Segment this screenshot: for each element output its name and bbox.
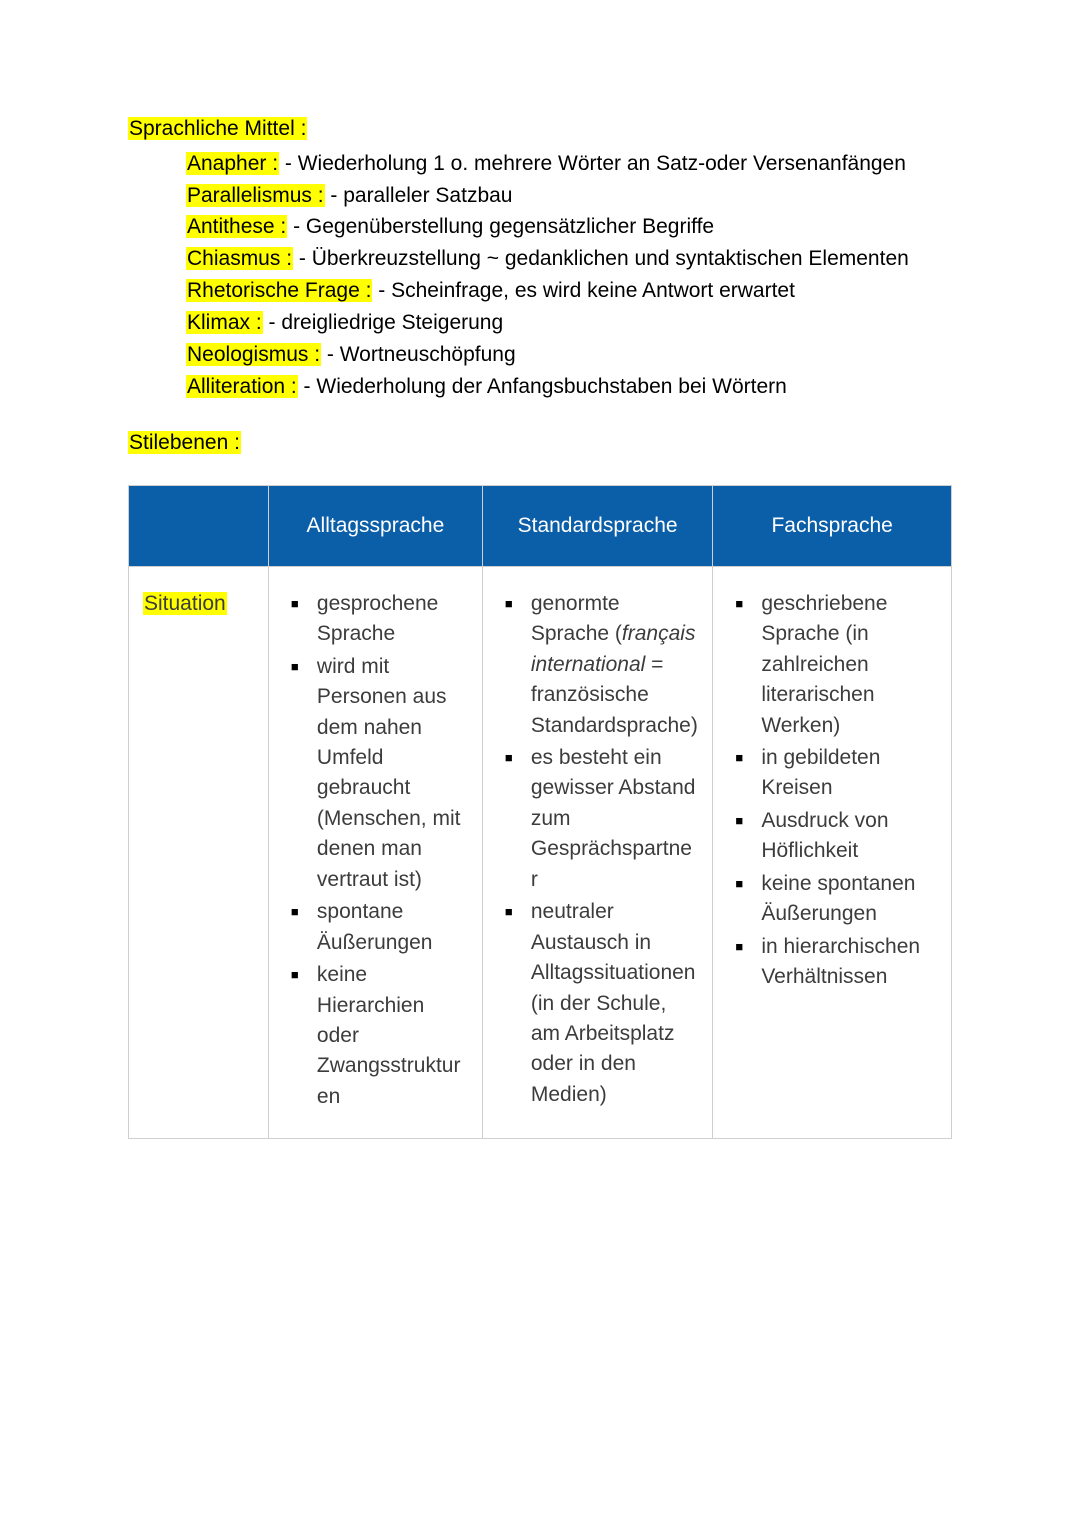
list-item: geschriebene Sprache (in zahlreichen lit… <box>727 589 937 741</box>
definition-item: Chiasmus : - Überkreuzstellung ~ gedankl… <box>186 243 952 275</box>
table-row: Situation gesprochene Sprache wird mit P… <box>129 566 952 1138</box>
cell-alltag: gesprochene Sprache wird mit Personen au… <box>268 566 482 1138</box>
definition-item: Rhetorische Frage : - Scheinfrage, es wi… <box>186 275 952 307</box>
desc: - Wiederholung 1 o. mehrere Wörter an Sa… <box>279 152 906 175</box>
term: Neologismus : <box>186 343 321 366</box>
list-alltag: gesprochene Sprache wird mit Personen au… <box>283 589 468 1112</box>
row-label-cell: Situation <box>129 566 269 1138</box>
term: Alliteration : <box>186 375 298 398</box>
list-fach: geschriebene Sprache (in zahlreichen lit… <box>727 589 937 993</box>
desc: - dreigliedrige Steigerung <box>263 311 503 334</box>
row-label: Situation <box>143 592 227 615</box>
table-header-row: Alltagssprache Standardsprache Fachsprac… <box>129 485 952 566</box>
heading-text: Sprachliche Mittel : <box>128 117 307 140</box>
definition-item: Antithese : - Gegenüberstellung gegensät… <box>186 211 952 243</box>
term: Anapher : <box>186 152 279 175</box>
term: Rhetorische Frage : <box>186 279 372 302</box>
desc: - paralleler Satzbau <box>325 184 513 207</box>
list-item: neutraler Austausch in Alltagssituatione… <box>497 897 698 1110</box>
table-header-empty <box>129 485 269 566</box>
section-heading: Sprachliche Mittel : <box>128 112 952 146</box>
definitions-list: Anapher : - Wiederholung 1 o. mehrere Wö… <box>186 148 952 403</box>
term: Parallelismus : <box>186 184 325 207</box>
list-standard: genormte Sprache (français international… <box>497 589 698 1110</box>
table-header-alltag: Alltagssprache <box>268 485 482 566</box>
stilebenen-table: Alltagssprache Standardsprache Fachsprac… <box>128 485 952 1139</box>
list-item: wird mit Personen aus dem nahen Umfeld g… <box>283 652 468 896</box>
desc: - Wortneuschöpfung <box>321 343 516 366</box>
desc: - Wiederholung der Anfangsbuchstaben bei… <box>298 375 787 398</box>
definition-item: Parallelismus : - paralleler Satzbau <box>186 180 952 212</box>
term: Klimax : <box>186 311 263 334</box>
list-item: in gebildeten Kreisen <box>727 743 937 804</box>
list-item: in hierarchischen Verhältnissen <box>727 932 937 993</box>
desc: - Gegenüberstellung gegensätzlicher Begr… <box>287 215 714 238</box>
desc: - Scheinfrage, es wird keine Antwort erw… <box>372 279 795 302</box>
table-header-standard: Standardsprache <box>482 485 712 566</box>
definition-item: Anapher : - Wiederholung 1 o. mehrere Wö… <box>186 148 952 180</box>
term: Antithese : <box>186 215 287 238</box>
cell-standard: genormte Sprache (français international… <box>482 566 712 1138</box>
table-header-fach: Fachsprache <box>713 485 952 566</box>
cell-fach: geschriebene Sprache (in zahlreichen lit… <box>713 566 952 1138</box>
stilebenen-text: Stilebenen : <box>128 431 241 454</box>
list-item: keine Hierarchien oder Zwangsstrukturen <box>283 960 468 1112</box>
list-item: Ausdruck von Höflichkeit <box>727 806 937 867</box>
definition-item: Alliteration : - Wiederholung der Anfang… <box>186 371 952 403</box>
desc: - Überkreuzstellung ~ gedanklichen und s… <box>293 247 909 270</box>
list-item: keine spontanen Äußerungen <box>727 869 937 930</box>
list-item: gesprochene Sprache <box>283 589 468 650</box>
list-item: genormte Sprache (français international… <box>497 589 698 741</box>
list-item: es besteht ein gewisser Abstand zum Gesp… <box>497 743 698 895</box>
stilebenen-heading: Stilebenen : <box>128 431 952 455</box>
definition-item: Neologismus : - Wortneuschöpfung <box>186 339 952 371</box>
term: Chiasmus : <box>186 247 293 270</box>
list-item: spontane Äußerungen <box>283 897 468 958</box>
definition-item: Klimax : - dreigliedrige Steigerung <box>186 307 952 339</box>
